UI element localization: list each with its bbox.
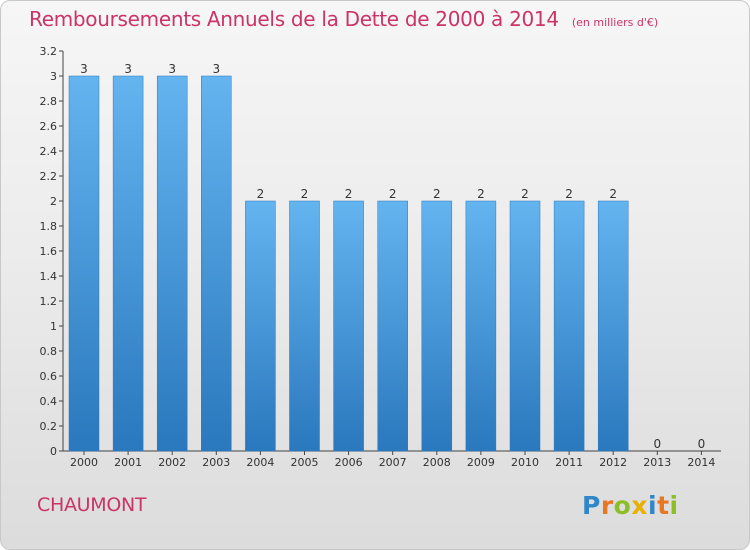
y-tick-label: 3.2 <box>40 45 58 58</box>
data-label: 2 <box>521 187 529 201</box>
data-label: 2 <box>257 187 265 201</box>
bar <box>156 75 188 452</box>
bar <box>245 200 276 452</box>
y-tick-label: 1 <box>50 320 57 333</box>
x-tick-label: 2003 <box>202 456 230 469</box>
data-label: 3 <box>168 62 176 76</box>
y-tick-label: 0 <box>50 445 57 458</box>
y-tick-label: 2 <box>50 195 57 208</box>
data-label: 0 <box>653 437 661 451</box>
data-label: 3 <box>80 62 88 76</box>
y-tick-label: 2.4 <box>40 145 58 158</box>
data-label: 3 <box>124 62 132 76</box>
y-tick-label: 0.6 <box>40 370 58 383</box>
y-tick-label: 0.4 <box>40 395 58 408</box>
x-tick-label: 2013 <box>643 456 671 469</box>
logo-letter: P <box>582 491 601 520</box>
logo-letter: i <box>648 491 658 520</box>
x-tick-label: 2002 <box>158 456 186 469</box>
logo-letter: i <box>669 491 679 520</box>
title-row: Remboursements Annuels de la Dette de 20… <box>29 7 658 31</box>
chart-title: Remboursements Annuels de la Dette de 20… <box>29 7 559 31</box>
data-label: 2 <box>565 187 573 201</box>
x-tick-label: 2010 <box>511 456 539 469</box>
data-label: 2 <box>389 187 397 201</box>
chart-subtitle: (en milliers d'€) <box>571 16 659 29</box>
x-tick-label: 2005 <box>291 456 319 469</box>
proxiti-logo: Proxiti <box>582 491 679 520</box>
bar <box>509 200 541 452</box>
data-label: 2 <box>345 187 353 201</box>
y-tick-label: 1.2 <box>40 295 58 308</box>
bar <box>597 200 629 452</box>
data-label: 2 <box>301 187 309 201</box>
x-tick-label: 2008 <box>423 456 451 469</box>
y-tick-label: 0.2 <box>40 420 58 433</box>
y-tick-label: 2.8 <box>40 95 58 108</box>
data-label: 3 <box>212 62 220 76</box>
bar <box>112 75 144 452</box>
x-tick-label: 2007 <box>379 456 407 469</box>
data-label: 2 <box>433 187 441 201</box>
commune-name: CHAUMONT <box>37 494 147 516</box>
bar <box>201 75 232 452</box>
logo-letter: o <box>613 491 632 520</box>
y-tick-label: 1.6 <box>40 245 58 258</box>
x-tick-label: 2006 <box>335 456 363 469</box>
x-tick-label: 2000 <box>70 456 98 469</box>
logo-letter: t <box>657 491 670 520</box>
bar <box>333 200 364 452</box>
x-tick-label: 2011 <box>555 456 583 469</box>
x-tick-label: 2009 <box>467 456 495 469</box>
data-label: 0 <box>698 437 706 451</box>
y-tick-label: 0.8 <box>40 345 58 358</box>
x-tick-label: 2004 <box>246 456 274 469</box>
bar <box>68 75 100 452</box>
bar <box>289 200 320 452</box>
data-label: 2 <box>477 187 485 201</box>
x-tick-label: 2012 <box>599 456 627 469</box>
y-tick-label: 2.2 <box>40 170 58 183</box>
logo-letter: x <box>631 491 648 520</box>
axes: 0 0.2 0.4 0.6 0.8 1 1.2 1.4 1.6 1.8 2 2.2 2.4 2.6 2.8 3… <box>40 45 721 469</box>
y-tick-label: 1.4 <box>40 270 58 283</box>
data-labels: 3 3 3 3 2 2 2 2 2 2 2 2 2 0 0 <box>80 62 705 451</box>
bars <box>68 75 629 452</box>
logo-letter: r <box>600 491 614 520</box>
bar <box>377 200 408 452</box>
y-tick-label: 3 <box>50 70 57 83</box>
x-tick-label: 2001 <box>114 456 142 469</box>
bar <box>465 200 497 452</box>
data-label: 2 <box>609 187 617 201</box>
y-tick-label: 2.6 <box>40 120 58 133</box>
y-tick-label: 1.8 <box>40 220 58 233</box>
bar <box>553 200 585 452</box>
x-tick-label: 2014 <box>687 456 715 469</box>
bar <box>421 200 453 452</box>
